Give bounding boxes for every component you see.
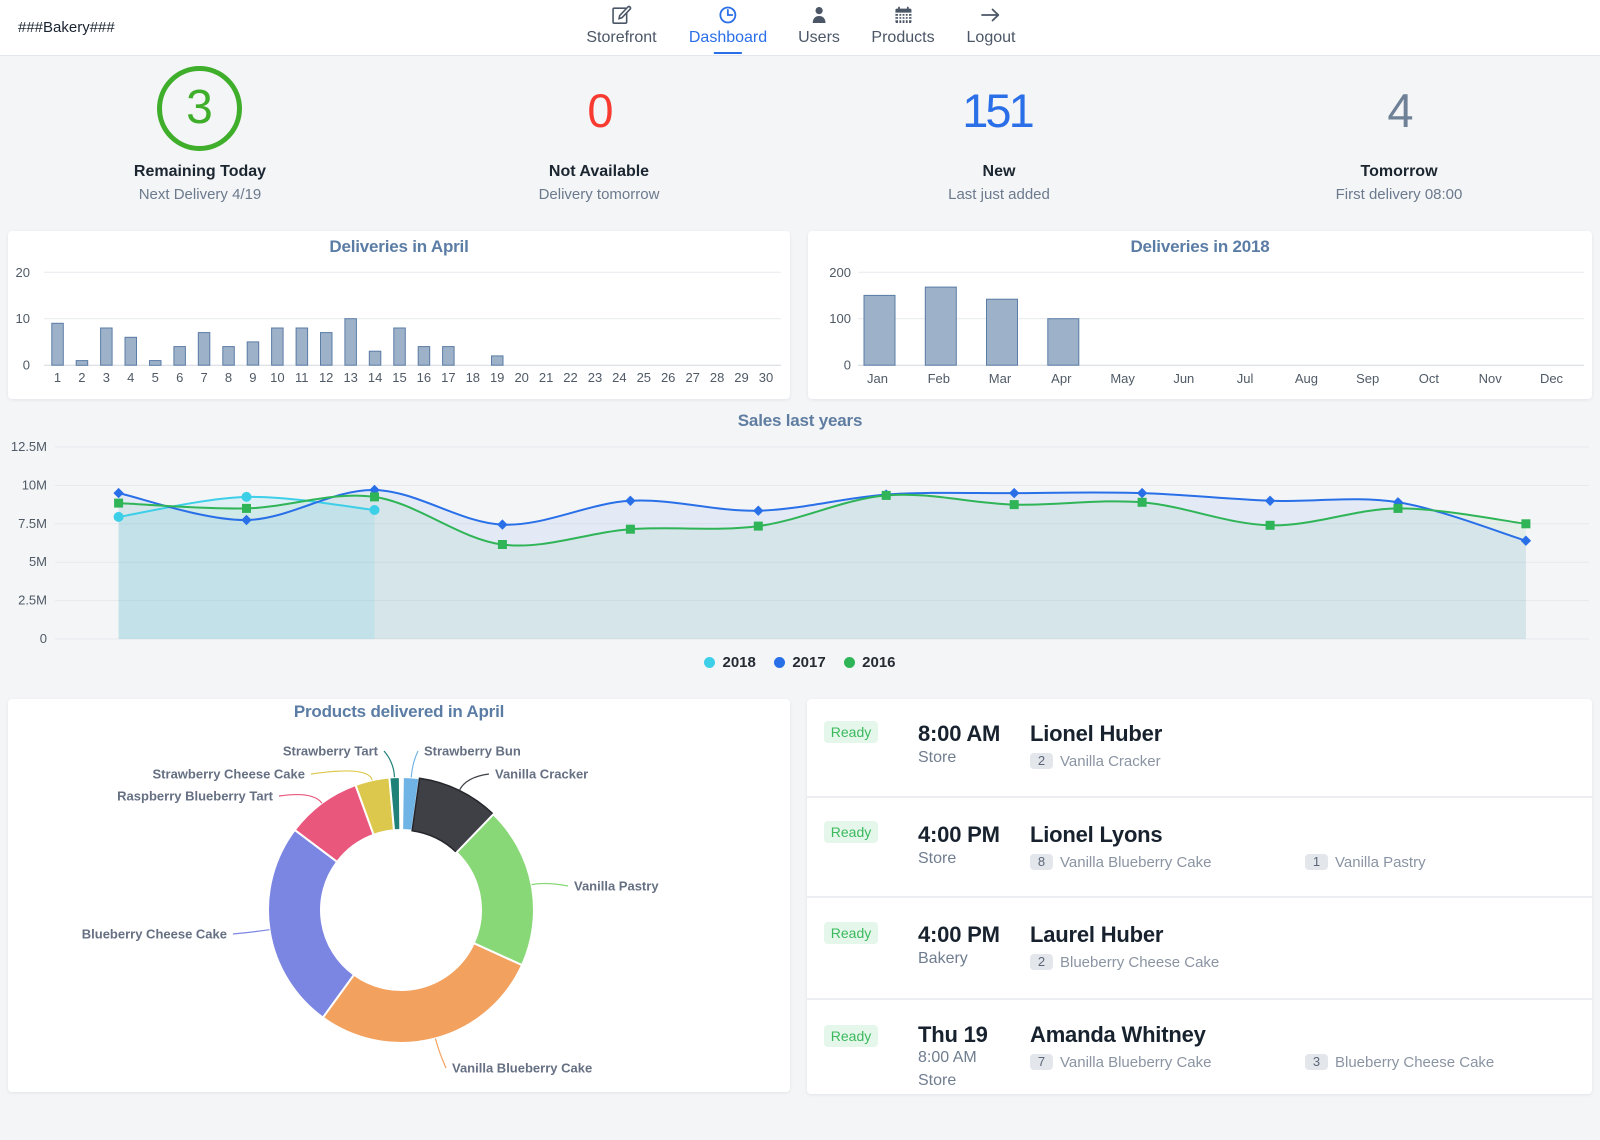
svg-text:21: 21 bbox=[539, 370, 553, 385]
svg-text:11: 11 bbox=[295, 370, 309, 385]
svg-text:Mar: Mar bbox=[989, 371, 1012, 386]
svg-text:10: 10 bbox=[16, 311, 30, 326]
svg-text:18: 18 bbox=[466, 370, 480, 385]
svg-text:Vanilla Cracker: Vanilla Cracker bbox=[495, 767, 588, 782]
svg-text:15: 15 bbox=[392, 370, 406, 385]
svg-text:Blueberry Cheese Cake: Blueberry Cheese Cake bbox=[82, 927, 227, 942]
svg-text:Oct: Oct bbox=[1419, 371, 1440, 386]
svg-text:7.5M: 7.5M bbox=[18, 516, 47, 531]
svg-text:4: 4 bbox=[127, 370, 134, 385]
svg-text:Jun: Jun bbox=[1173, 371, 1194, 386]
svg-text:0: 0 bbox=[40, 631, 47, 646]
svg-text:19: 19 bbox=[490, 370, 504, 385]
svg-text:Feb: Feb bbox=[928, 371, 950, 386]
svg-text:Nov: Nov bbox=[1479, 371, 1503, 386]
svg-text:100: 100 bbox=[829, 311, 851, 326]
svg-text:14: 14 bbox=[368, 370, 382, 385]
svg-text:7: 7 bbox=[200, 370, 207, 385]
svg-text:27: 27 bbox=[685, 370, 699, 385]
svg-text:5: 5 bbox=[152, 370, 159, 385]
svg-text:9: 9 bbox=[249, 370, 256, 385]
svg-text:10M: 10M bbox=[22, 477, 47, 492]
svg-text:12.5M: 12.5M bbox=[11, 439, 47, 454]
svg-text:Raspberry Blueberry Tart: Raspberry Blueberry Tart bbox=[117, 789, 273, 804]
svg-text:6: 6 bbox=[176, 370, 183, 385]
svg-text:Strawberry Tart: Strawberry Tart bbox=[283, 744, 379, 759]
svg-text:8: 8 bbox=[225, 370, 232, 385]
svg-text:10: 10 bbox=[270, 370, 284, 385]
svg-text:13: 13 bbox=[343, 370, 357, 385]
svg-text:16: 16 bbox=[417, 370, 431, 385]
svg-text:May: May bbox=[1110, 371, 1135, 386]
svg-text:22: 22 bbox=[563, 370, 577, 385]
svg-text:2.5M: 2.5M bbox=[18, 593, 47, 608]
svg-text:26: 26 bbox=[661, 370, 675, 385]
svg-text:Strawberry Bun: Strawberry Bun bbox=[424, 744, 521, 759]
svg-text:5M: 5M bbox=[29, 554, 47, 569]
svg-text:25: 25 bbox=[637, 370, 651, 385]
svg-text:Apr: Apr bbox=[1051, 371, 1072, 386]
svg-text:Jan: Jan bbox=[867, 371, 888, 386]
svg-text:2: 2 bbox=[78, 370, 85, 385]
svg-text:Jul: Jul bbox=[1237, 371, 1254, 386]
svg-text:29: 29 bbox=[734, 370, 748, 385]
svg-text:20: 20 bbox=[514, 370, 528, 385]
svg-text:12: 12 bbox=[319, 370, 333, 385]
svg-text:Sep: Sep bbox=[1356, 371, 1379, 386]
svg-text:1: 1 bbox=[54, 370, 61, 385]
svg-text:30: 30 bbox=[759, 370, 773, 385]
svg-text:28: 28 bbox=[710, 370, 724, 385]
svg-text:200: 200 bbox=[829, 265, 851, 280]
svg-text:23: 23 bbox=[588, 370, 602, 385]
svg-text:Dec: Dec bbox=[1540, 371, 1564, 386]
svg-text:20: 20 bbox=[16, 265, 30, 280]
svg-text:Vanilla Pastry: Vanilla Pastry bbox=[574, 879, 659, 894]
svg-text:0: 0 bbox=[23, 358, 30, 373]
svg-text:24: 24 bbox=[612, 370, 626, 385]
svg-text:Strawberry Cheese Cake: Strawberry Cheese Cake bbox=[153, 767, 305, 782]
svg-text:Aug: Aug bbox=[1295, 371, 1318, 386]
svg-text:0: 0 bbox=[844, 358, 851, 373]
svg-text:3: 3 bbox=[103, 370, 110, 385]
svg-text:Vanilla Blueberry Cake: Vanilla Blueberry Cake bbox=[452, 1061, 592, 1076]
svg-text:17: 17 bbox=[441, 370, 455, 385]
